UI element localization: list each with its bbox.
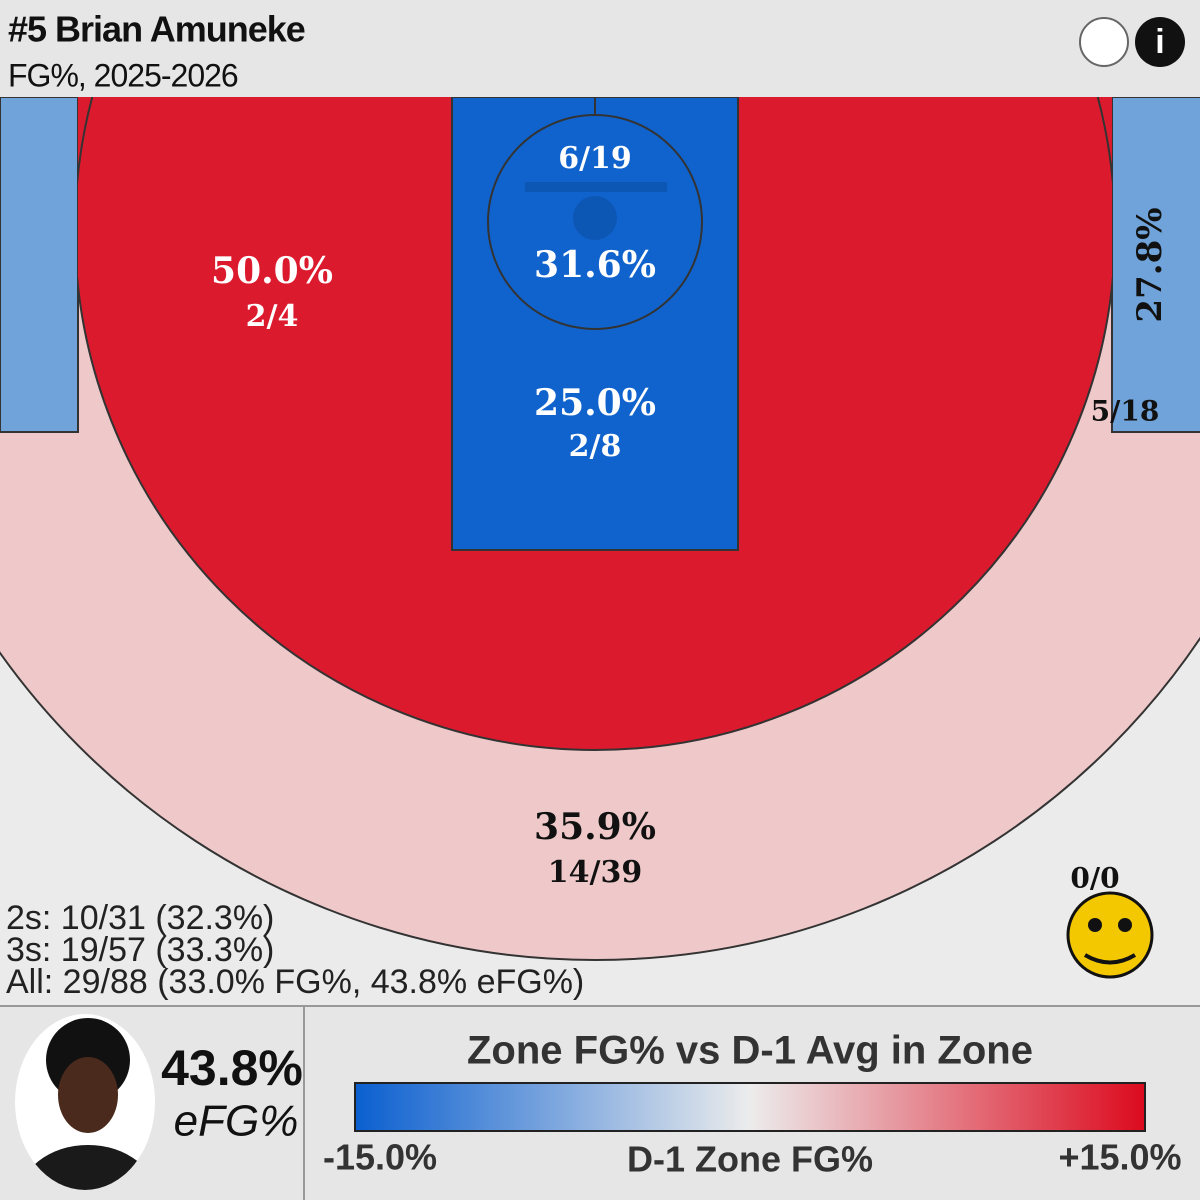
subtitle: FG%, 2025-2026	[8, 57, 238, 93]
legend-min: -15.0%	[323, 1137, 437, 1178]
zone-pct: 25.0%	[534, 382, 656, 424]
zone-made: 5/18	[1091, 395, 1160, 428]
zone-made: 0/0	[1070, 862, 1119, 895]
zone-made: 14/39	[548, 855, 642, 890]
hoop	[573, 196, 617, 240]
zone-pct: 31.6%	[534, 244, 656, 286]
zone-left-corner	[0, 97, 79, 433]
zone-made: 2/8	[569, 429, 622, 464]
summary-line: 3s: 19/57 (33.3%)	[6, 931, 274, 969]
team-logo	[1066, 891, 1154, 979]
info-icon: i	[1155, 23, 1164, 61]
zone-right-corner	[1111, 97, 1200, 433]
legend-gradient	[354, 1082, 1146, 1132]
backboard	[525, 182, 667, 192]
summary-line: All: 29/88 (33.0% FG%, 43.8% eFG%)	[6, 963, 584, 1001]
legend-center: D-1 Zone FG%	[627, 1139, 873, 1180]
efg-label: eFG%	[174, 1097, 299, 1146]
court	[0, 97, 1200, 961]
legend-max: +15.0%	[1058, 1137, 1181, 1178]
player-silhouette	[18, 1018, 155, 1190]
zone-pct: 27.8%	[1130, 207, 1170, 322]
zone-pct: 35.9%	[534, 806, 656, 848]
zone-made: 6/19	[558, 141, 632, 176]
zone-made: 2/4	[246, 299, 299, 334]
efg-value: 43.8%	[161, 1040, 303, 1096]
legend-title: Zone FG% vs D-1 Avg in Zone	[467, 1029, 1033, 1073]
player-title: #5 Brian Amuneke	[8, 9, 305, 50]
toggle-button[interactable]	[1079, 17, 1129, 67]
zone-pct: 50.0%	[211, 250, 333, 292]
header-bg	[0, 0, 1200, 97]
summary-line: 2s: 10/31 (32.3%)	[6, 899, 274, 937]
info-button[interactable]	[1135, 17, 1185, 67]
summary: 2s: 10/31 (32.3%)3s: 19/57 (33.3%)All: 2…	[6, 899, 584, 1001]
